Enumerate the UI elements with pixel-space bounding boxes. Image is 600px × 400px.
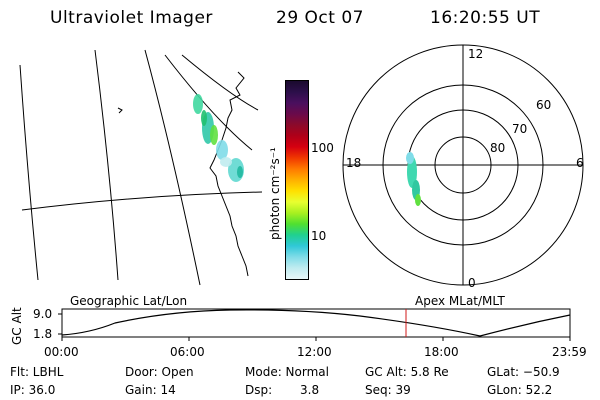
ip-status: IP: 36.0 <box>10 383 56 397</box>
gc-alt-status: GC Alt: 5.8 Re <box>365 365 449 379</box>
altitude-ylabel: GC Alt <box>10 307 24 345</box>
instrument-title: Ultraviolet Imager <box>50 8 213 28</box>
mlt-label-0: 0 <box>468 276 476 290</box>
mlat-label-70: 70 <box>512 122 528 136</box>
mlat-label-60: 60 <box>536 98 552 112</box>
mode-status: Mode: Normal <box>245 365 329 379</box>
altitude-plot <box>58 308 571 341</box>
mlt-label-6: 6 <box>576 156 584 170</box>
mlt-label-18: 18 <box>346 156 362 170</box>
time-tick-1800: 18:00 <box>424 345 459 359</box>
time-tick-0600: 06:00 <box>170 345 205 359</box>
colorbar-tick-100: 100 <box>311 141 334 155</box>
colorbar-unit-label: photon cm⁻²s⁻¹ <box>268 147 282 240</box>
dsp-value: 3.8 <box>300 383 320 397</box>
seq-status: Seq: 39 <box>365 383 411 397</box>
glon-status: GLon: 52.2 <box>487 383 553 397</box>
gain-status: Gain: 14 <box>125 383 176 397</box>
dsp-label: Dsp: <box>245 383 273 397</box>
aurora-emission-map <box>193 94 244 182</box>
door-status: Door: Open <box>125 365 194 379</box>
alt-tick-1-8: 1.8 <box>33 327 53 341</box>
date-label: 29 Oct 07 <box>276 8 364 28</box>
polar-plot <box>342 44 584 286</box>
colorbar <box>285 80 309 280</box>
colorbar-tick-10: 10 <box>311 229 327 243</box>
time-tick-2359: 23:59 <box>552 345 587 359</box>
mlat-label-80: 80 <box>490 141 506 155</box>
geographic-label: Geographic Lat/Lon <box>70 294 188 308</box>
time-label: 16:20:55 UT <box>430 8 541 28</box>
glat-status: GLat: −50.9 <box>487 365 560 379</box>
filter-status: Flt: LBHL <box>10 365 64 379</box>
mlt-label-12: 12 <box>468 47 484 61</box>
time-tick-1200: 12:00 <box>297 345 332 359</box>
time-tick-0000: 00:00 <box>44 345 79 359</box>
alt-tick-9: 9.0 <box>33 307 53 321</box>
apex-label: Apex MLat/MLT <box>415 294 505 308</box>
